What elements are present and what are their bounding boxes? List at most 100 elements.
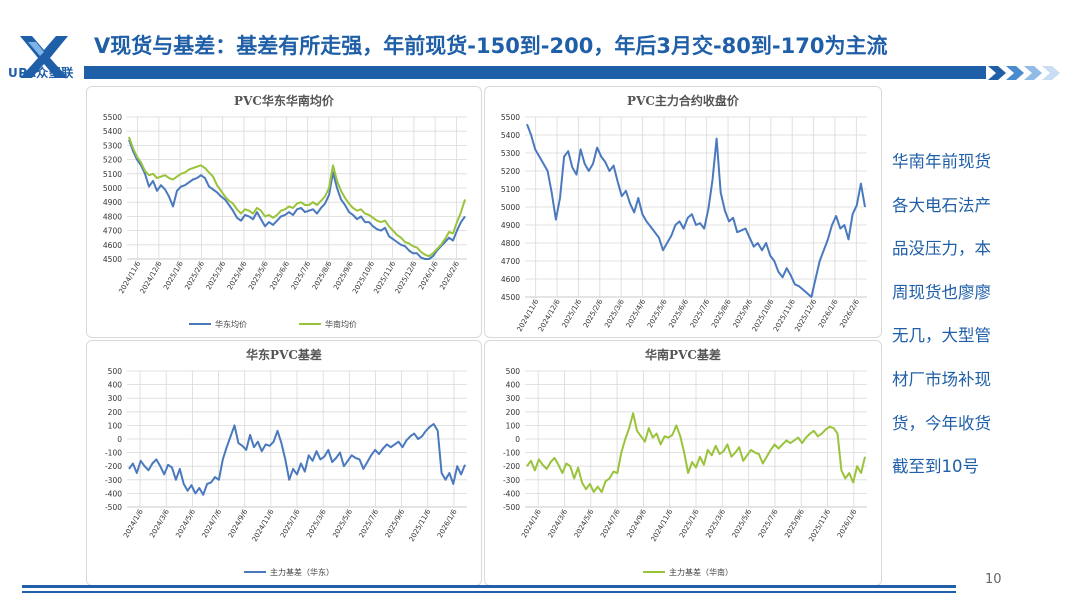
x-tick-label: 2025/9/6 [384, 508, 407, 540]
y-tick-label: 4900 [103, 198, 122, 207]
x-tick-label: 2025/12/6 [793, 298, 818, 334]
y-tick-label: 400 [506, 381, 521, 390]
x-tick-label: 2024/7/6 [599, 508, 622, 540]
footer-bar-thin [22, 591, 956, 593]
y-tick-label: 4800 [501, 239, 520, 248]
y-tick-label: 4900 [501, 221, 520, 230]
y-tick-label: 5000 [501, 203, 520, 212]
x-tick-label: 2024/3/6 [547, 508, 570, 540]
x-tick-label: 2025/3/6 [305, 508, 328, 540]
x-tick-label: 2024/12/6 [537, 298, 562, 334]
x-tick-label: 2025/1/6 [279, 508, 302, 540]
x-tick-label: 2025/3/6 [704, 508, 727, 540]
page-number: 10 [985, 572, 1002, 587]
y-tick-label: -200 [503, 462, 520, 471]
y-tick-label: 0 [515, 435, 520, 444]
x-tick-label: 2025/7/6 [290, 260, 313, 292]
x-tick-label: 2024/7/6 [201, 508, 224, 540]
legend-label: 主力基差（华东） [270, 567, 334, 577]
x-tick-label: 2025/3/6 [603, 298, 626, 330]
y-tick-label: 400 [108, 381, 123, 390]
x-tick-label: 2025/4/6 [625, 298, 648, 330]
x-tick-label: 2025/7/6 [358, 508, 381, 540]
x-tick-label: 2024/1/6 [520, 508, 543, 540]
chart-futures-close: PVC主力合约收盘价 5500 5400 5300 5200 5100 5000 4900 48… [501, 93, 867, 334]
legend-label: 华东均价 [215, 319, 247, 329]
y-tick-label: -500 [503, 503, 520, 512]
y-tick-label: -100 [105, 449, 122, 458]
side-note-line: 周现货也廖廖 [892, 282, 991, 302]
y-tick-label: 5400 [103, 127, 122, 136]
side-note-line: 货，今年收货 [892, 413, 991, 433]
chevron-decoration-icon [988, 66, 1060, 80]
x-tick-label: 2025/7/6 [757, 508, 780, 540]
x-tick-label: 2025/1/6 [162, 260, 185, 292]
side-note-line: 各大电石法产 [892, 195, 991, 215]
side-note-line: 华南年前现货 [892, 152, 991, 171]
series-line [526, 123, 866, 298]
y-tick-label: 100 [108, 421, 123, 430]
y-tick-label: 5200 [501, 167, 520, 176]
upa-logo-icon [20, 36, 68, 78]
chart-title: PVC主力合约收盘价 [627, 93, 740, 108]
x-tick-label: 2025/8/6 [311, 260, 334, 292]
chart-title: 华南PVC基差 [645, 347, 721, 362]
x-tick-label: 2024/11/6 [650, 508, 675, 544]
y-tick-label: 500 [108, 367, 123, 376]
legend-label: 主力基差（华南） [669, 567, 733, 577]
x-tick-label: 2025/1/6 [678, 508, 701, 540]
side-note-line: 品没压力，本 [892, 239, 991, 259]
x-tick-label: 2025/9/6 [783, 508, 806, 540]
x-tick-label: 2024/5/6 [573, 508, 596, 540]
legend-label: 华南均价 [325, 319, 357, 329]
x-tick-label: 2025/2/6 [183, 260, 206, 292]
y-tick-label: 5100 [501, 185, 520, 194]
side-note-line: 无几，大型管 [892, 326, 991, 346]
y-tick-label: 200 [506, 408, 521, 417]
y-tick-label: 5000 [103, 184, 122, 193]
x-tick-label: 2024/9/6 [625, 508, 648, 540]
x-tick-label: 2025/7/6 [689, 298, 712, 330]
y-tick-label: -300 [503, 476, 520, 485]
logo-text: UPA众塑联 [8, 66, 74, 80]
y-tick-label: 4700 [501, 257, 520, 266]
y-tick-label: 5500 [501, 113, 520, 122]
x-tick-label: 2025/3/6 [205, 260, 228, 292]
y-tick-label: 4600 [103, 241, 122, 250]
chart-title: PVC华东华南均价 [234, 93, 335, 108]
x-tick-label: 2024/3/6 [148, 508, 171, 540]
x-tick-label: 2025/8/6 [710, 298, 733, 330]
y-tick-label: -200 [105, 462, 122, 471]
x-tick-label: 2024/11/6 [251, 508, 276, 544]
x-tick-label: 2025/5/6 [731, 508, 754, 540]
series-line [128, 423, 466, 496]
x-tick-label: 2025/12/6 [394, 260, 419, 296]
x-tick-label: 2025/11/6 [807, 508, 832, 544]
y-tick-label: 500 [506, 367, 521, 376]
chart-panel-avg-price: PVC华东华南均价 5500 5400 5300 5200 5100 5000 4900 480… [86, 86, 482, 338]
y-tick-label: 200 [108, 408, 123, 417]
x-tick-label: 2025/9/6 [332, 260, 355, 292]
x-tick-label: 2025/1/6 [561, 298, 584, 330]
x-tick-label: 2026/1/6 [417, 260, 440, 292]
footer-bar [22, 585, 956, 588]
x-tick-label: 2026/1/6 [817, 298, 840, 330]
y-tick-label: 4600 [501, 275, 520, 284]
x-tick-label: 2026/1/6 [436, 508, 459, 540]
x-tick-label: 2025/5/6 [247, 260, 270, 292]
page-title: V现货与基差：基差有所走强，年前现货-150到-200，年后3月交-80到-17… [94, 34, 888, 58]
y-tick-label: -400 [105, 489, 122, 498]
series-line [128, 139, 466, 260]
y-tick-label: -500 [105, 503, 122, 512]
y-tick-label: 5400 [501, 131, 520, 140]
chart-panel-east-basis: 华东PVC基差 500 400 300 200 100 0 -100 -200 -300 -400 -… [86, 340, 482, 586]
y-tick-label: -100 [503, 449, 520, 458]
series-line [128, 136, 466, 258]
series-line [526, 412, 866, 493]
chart-title: 华东PVC基差 [246, 347, 322, 362]
x-tick-label: 2024/9/6 [227, 508, 250, 540]
y-tick-label: 0 [117, 435, 122, 444]
y-tick-label: 5200 [103, 156, 122, 165]
y-tick-label: 5100 [103, 170, 122, 179]
x-tick-label: 2026/2/6 [838, 298, 861, 330]
